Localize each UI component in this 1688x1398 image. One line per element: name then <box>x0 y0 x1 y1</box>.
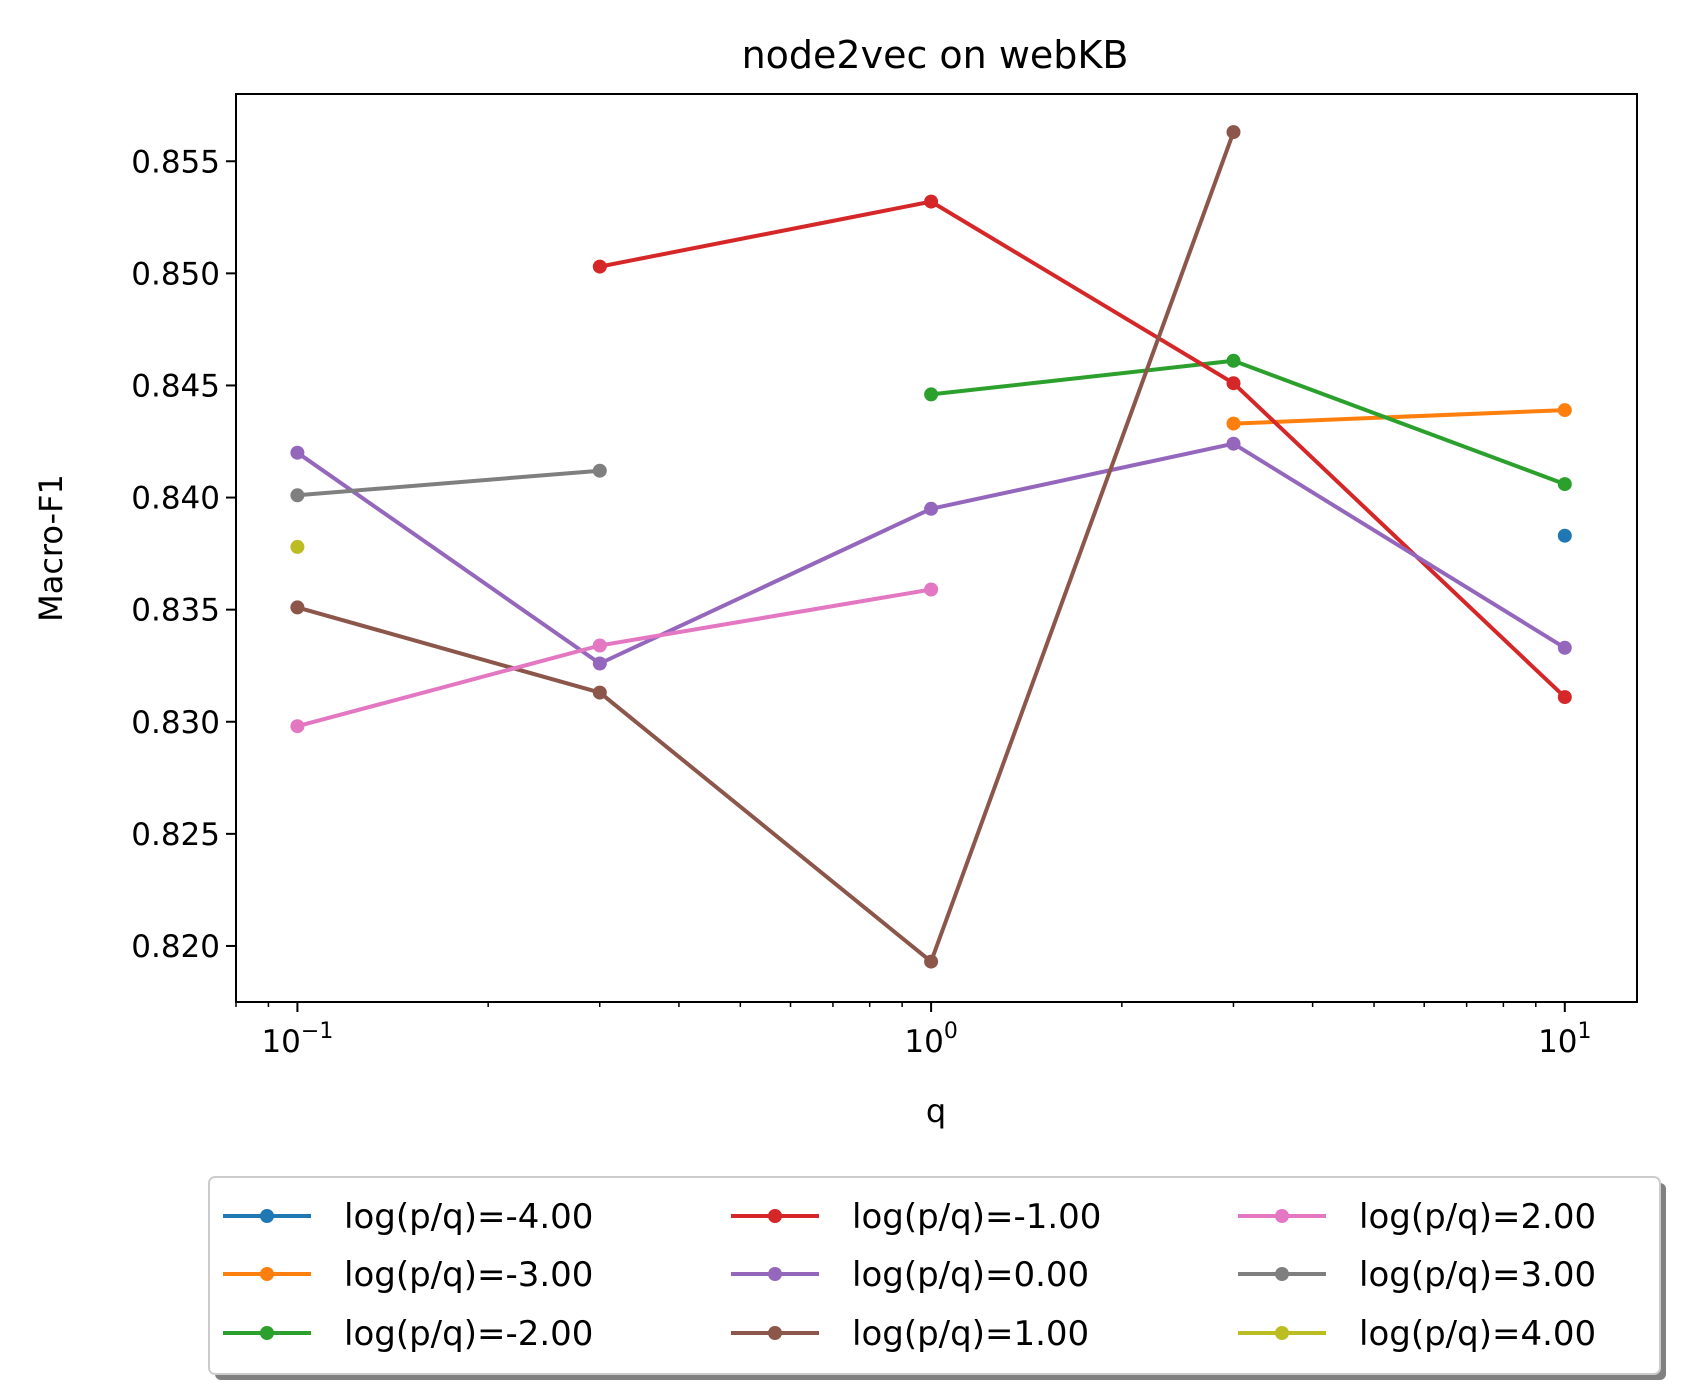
data-point <box>924 954 939 969</box>
data-point <box>290 600 305 615</box>
legend-box <box>208 1176 1661 1375</box>
data-point <box>592 259 607 274</box>
legend-label: log(p/q)=0.00 <box>852 1255 1089 1295</box>
legend: log(p/q)=-4.00 log(p/q)=-3.00 log(p/q)=-2.… <box>208 1176 1666 1380</box>
data-point <box>290 488 305 503</box>
data-point <box>592 656 607 671</box>
data-point <box>592 685 607 700</box>
data-point <box>592 463 607 478</box>
legend-swatch-marker <box>1275 1267 1289 1281</box>
chart-title: node2vec on webKB <box>742 33 1129 77</box>
series-1 <box>1226 403 1572 431</box>
data-point <box>290 719 305 734</box>
legend-label: log(p/q)=-4.00 <box>344 1197 593 1237</box>
data-point <box>1557 477 1572 492</box>
series-7 <box>290 463 607 503</box>
legend-label: log(p/q)=3.00 <box>1359 1255 1596 1295</box>
data-point <box>1557 403 1572 418</box>
y-axis: 0.820 0.825 0.830 0.835 0.840 0.845 0.850 0.855 <box>131 144 236 965</box>
legend-entry: log(p/q)=-1.00 <box>731 1197 1101 1237</box>
series-6 <box>290 582 939 734</box>
legend-items: log(p/q)=-4.00 log(p/q)=-3.00 log(p/q)=-2.… <box>223 1197 1596 1354</box>
series-line <box>296 131 1236 964</box>
y-tick-label: 0.825 <box>131 817 220 853</box>
legend-entry: log(p/q)=-2.00 <box>223 1314 593 1354</box>
data-point <box>924 194 939 209</box>
series-8 <box>290 539 305 554</box>
y-axis-label: Macro-F1 <box>32 474 70 622</box>
y-tick-label: 0.835 <box>131 593 220 629</box>
legend-label: log(p/q)=2.00 <box>1359 1197 1596 1237</box>
legend-entry: log(p/q)=3.00 <box>1238 1255 1596 1295</box>
data-point <box>1226 376 1241 391</box>
legend-swatch-marker <box>768 1267 782 1281</box>
legend-entry: log(p/q)=2.00 <box>1238 1197 1596 1237</box>
x-axis: 10−1 100 101 <box>235 1002 1592 1060</box>
legend-swatch-marker <box>260 1209 274 1223</box>
data-point <box>924 501 939 516</box>
plot-marks <box>290 125 1572 969</box>
legend-label: log(p/q)=-1.00 <box>852 1197 1101 1237</box>
data-point <box>1557 640 1572 655</box>
legend-entry: log(p/q)=0.00 <box>731 1255 1089 1295</box>
data-point <box>924 387 939 402</box>
y-tick-label: 0.850 <box>131 256 220 292</box>
series-5 <box>290 125 1241 969</box>
x-tick-label: 100 <box>904 1019 957 1060</box>
data-point <box>1226 416 1241 431</box>
series-line <box>297 468 600 498</box>
series-3 <box>592 194 1572 705</box>
data-point <box>1557 690 1572 705</box>
legend-label: log(p/q)=4.00 <box>1359 1314 1596 1354</box>
y-tick-label: 0.855 <box>131 144 220 180</box>
legend-entry: log(p/q)=1.00 <box>731 1314 1089 1354</box>
legend-swatch-marker <box>260 1267 274 1281</box>
series-2 <box>924 353 1572 492</box>
data-point <box>592 638 607 653</box>
legend-swatch-marker <box>768 1326 782 1340</box>
y-tick-label: 0.820 <box>131 929 220 965</box>
series-line <box>599 199 1567 699</box>
y-tick-label: 0.840 <box>131 481 220 517</box>
data-point <box>1557 528 1572 543</box>
series-line <box>1233 408 1565 426</box>
legend-label: log(p/q)=-3.00 <box>344 1255 593 1295</box>
x-axis-label: q <box>926 1092 946 1130</box>
legend-swatch-marker <box>1275 1326 1289 1340</box>
data-point <box>290 539 305 554</box>
legend-entry: log(p/q)=-4.00 <box>223 1197 593 1237</box>
x-tick-label: 10−1 <box>261 1019 333 1060</box>
legend-label: log(p/q)=-2.00 <box>344 1314 593 1354</box>
legend-entry: log(p/q)=-3.00 <box>223 1255 593 1295</box>
data-point <box>1226 125 1241 140</box>
data-point <box>1226 353 1241 368</box>
y-tick-label: 0.845 <box>131 368 220 404</box>
legend-label: log(p/q)=1.00 <box>852 1314 1089 1354</box>
y-tick-label: 0.830 <box>131 705 220 741</box>
plot-frame <box>235 93 1638 1003</box>
series-0 <box>1557 528 1572 543</box>
x-tick-label: 101 <box>1538 1019 1591 1060</box>
series-4 <box>290 436 1572 671</box>
data-point <box>1226 436 1241 451</box>
data-point <box>924 582 939 597</box>
legend-entry: log(p/q)=4.00 <box>1238 1314 1596 1354</box>
legend-swatch-marker <box>1275 1209 1289 1223</box>
series-line <box>296 441 1566 666</box>
legend-swatch-marker <box>260 1326 274 1340</box>
legend-swatch-marker <box>768 1209 782 1223</box>
data-point <box>290 445 305 460</box>
